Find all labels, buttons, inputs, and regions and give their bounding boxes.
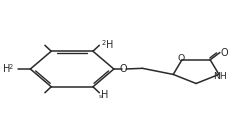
Text: H: H (105, 40, 113, 50)
Text: O: O (220, 47, 227, 58)
Text: 2: 2 (9, 63, 13, 70)
Text: 2: 2 (101, 40, 106, 46)
Text: s: s (98, 94, 102, 99)
Text: O: O (177, 54, 184, 63)
Text: H: H (100, 90, 108, 100)
Text: H: H (3, 64, 11, 74)
Text: NH: NH (212, 72, 226, 81)
Text: O: O (119, 64, 127, 74)
